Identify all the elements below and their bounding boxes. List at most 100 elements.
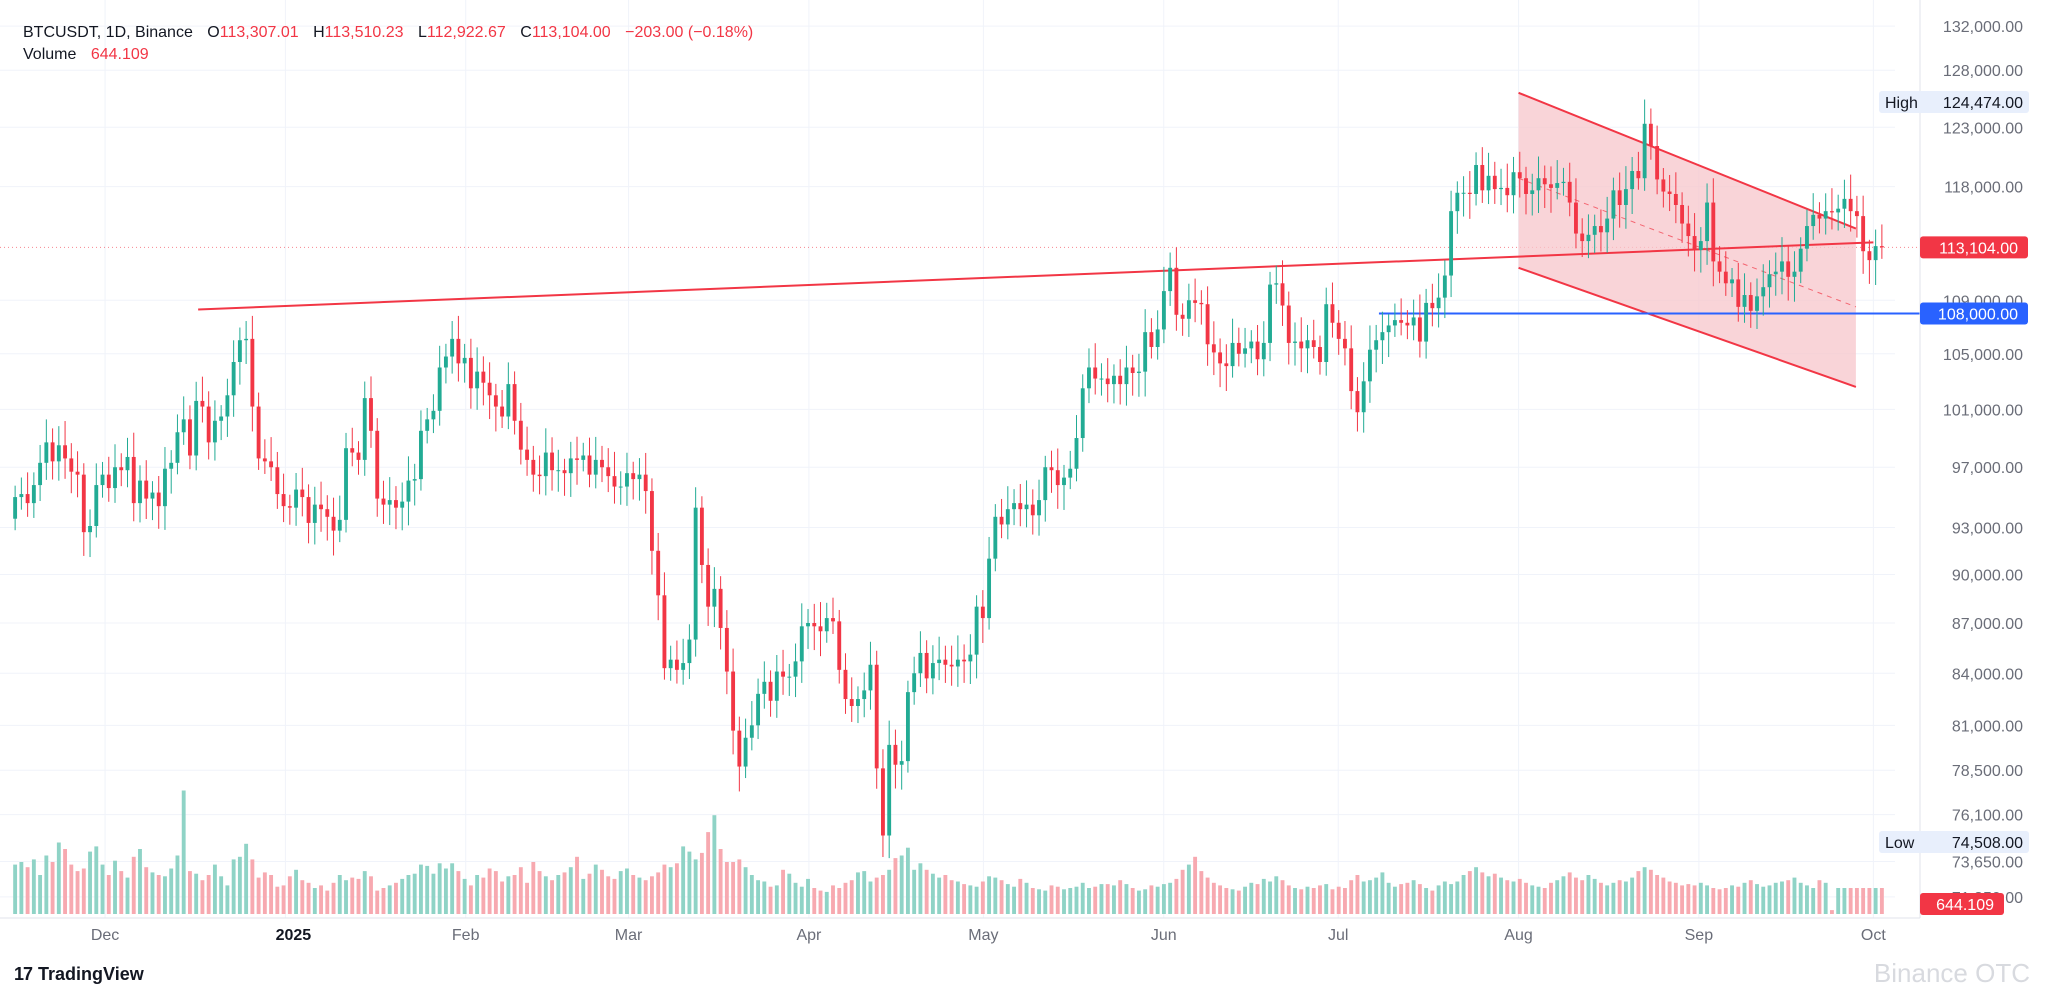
volume-bar: [1767, 885, 1772, 914]
tradingview-brand[interactable]: 17 TradingView: [14, 964, 144, 985]
candle-body: [1867, 251, 1872, 261]
x-tick-label: Mar: [615, 927, 643, 944]
candle-body: [300, 489, 305, 498]
x-tick-label: Aug: [1504, 927, 1532, 944]
volume-bar: [525, 882, 530, 914]
symbol-label[interactable]: BTCUSDT, 1D, Binance: [23, 24, 193, 41]
candle-body: [1205, 304, 1210, 345]
volume-bar: [843, 882, 848, 914]
candle-body: [63, 445, 68, 459]
volume-bar: [1848, 888, 1853, 914]
volume-bar: [625, 868, 629, 914]
candle-body: [181, 419, 186, 433]
candle-body: [718, 588, 723, 628]
volume-bar: [281, 885, 286, 914]
candle-body: [1324, 304, 1329, 362]
volume-bar: [1224, 888, 1229, 914]
candle-body: [1711, 202, 1716, 262]
volume-bar: [1361, 881, 1366, 914]
volume-bar: [1723, 888, 1728, 914]
volume-bar: [893, 858, 898, 914]
volume-bar: [1867, 888, 1872, 914]
volume-bar: [693, 859, 698, 914]
volume-bar: [1823, 882, 1828, 914]
candle-body: [1636, 171, 1641, 179]
candle-body: [1648, 123, 1653, 147]
candle-body: [668, 659, 673, 669]
candle-body: [1817, 214, 1822, 219]
volume-bar: [912, 869, 917, 914]
candle-body: [943, 659, 948, 665]
candle-body: [419, 430, 423, 480]
volume-bar: [1062, 889, 1066, 914]
candle-body: [1567, 181, 1572, 203]
candle-body: [1174, 267, 1179, 315]
volume-bar: [212, 864, 217, 914]
candle-body: [1386, 325, 1391, 333]
candle-body: [1186, 300, 1191, 319]
candle-body: [225, 395, 230, 417]
candle-body: [843, 669, 848, 700]
volume-bar: [543, 876, 548, 914]
candle-body: [793, 661, 798, 677]
volume-bar: [1005, 884, 1010, 914]
close-label: C: [520, 24, 532, 41]
volume-bar: [25, 867, 30, 914]
candle-body: [737, 730, 742, 767]
candle-body: [930, 663, 935, 679]
candle-body: [1417, 317, 1422, 342]
candle-body: [369, 398, 373, 431]
candle-body: [768, 681, 773, 701]
candle-body: [1455, 192, 1460, 212]
candle-body: [1143, 332, 1148, 372]
volume-bar: [231, 859, 236, 914]
volume-bar: [1780, 881, 1784, 914]
volume-bar: [1486, 876, 1491, 914]
candle-body: [849, 699, 854, 707]
candle-body: [1842, 198, 1847, 209]
low-marker-label: Low: [1885, 835, 1915, 852]
candle-body: [862, 690, 867, 700]
low-label: L: [418, 24, 427, 41]
candle-body: [1286, 305, 1291, 343]
volume-bar: [874, 877, 879, 914]
volume-label[interactable]: Volume: [23, 46, 77, 63]
candle-body: [1449, 211, 1454, 276]
candle-body: [1836, 208, 1841, 213]
candle-body: [94, 485, 99, 526]
volume-bar: [1374, 877, 1379, 914]
candle-body: [1049, 467, 1054, 471]
candle-body: [69, 458, 74, 472]
candle-body: [1399, 320, 1404, 323]
volume-bar: [113, 860, 117, 914]
candle-body: [38, 462, 43, 486]
candle-body: [550, 452, 554, 471]
candle-body: [1311, 340, 1316, 347]
candle-body: [250, 338, 255, 407]
volume-bar: [387, 885, 392, 914]
volume-bar: [974, 886, 979, 914]
candle-body: [19, 494, 24, 498]
volume-bar: [612, 878, 617, 914]
y-tick-label: 118,000.00: [1944, 180, 2023, 197]
candle-body: [868, 664, 873, 691]
volume-bar: [681, 846, 686, 914]
volume-bar: [1798, 882, 1803, 914]
candle-body: [531, 459, 536, 475]
candle-body: [980, 606, 985, 619]
candle-body: [1823, 211, 1828, 219]
volume-bar: [918, 863, 923, 914]
candle-body: [593, 459, 598, 475]
candle-body: [425, 419, 430, 431]
volume-bar: [1411, 880, 1416, 914]
volume-bar: [1255, 884, 1260, 914]
volume-bar: [1318, 885, 1322, 914]
volume-bar: [344, 880, 348, 914]
volume-bar: [799, 886, 804, 914]
candle-body: [1767, 274, 1772, 288]
volume-bar: [31, 859, 36, 914]
candle-body: [656, 550, 661, 596]
candle-body: [562, 470, 567, 474]
volume-badge: 644.109: [1920, 893, 2004, 915]
